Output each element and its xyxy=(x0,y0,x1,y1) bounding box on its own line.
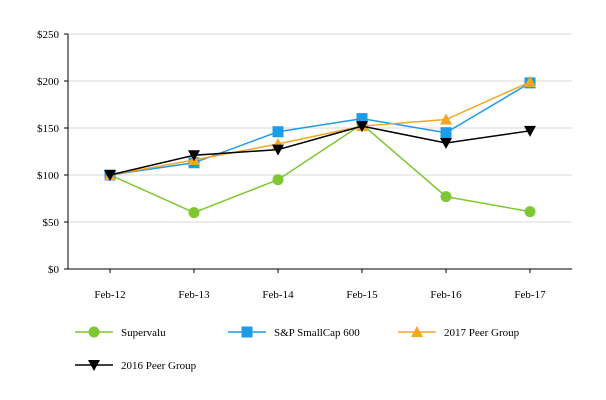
legend-label: 2016 Peer Group xyxy=(121,360,197,372)
series-line xyxy=(109,81,531,176)
y-tick-label: $100 xyxy=(37,170,60,182)
x-tick-label: Feb-17 xyxy=(514,289,546,301)
series-2016-peer-group xyxy=(104,121,536,181)
y-tick-label: $150 xyxy=(37,123,60,135)
data-point xyxy=(440,113,452,125)
data-point xyxy=(440,191,452,203)
data-point xyxy=(272,144,284,156)
x-tick-label: Feb-16 xyxy=(430,289,462,301)
legend-item-s-p-smallcap-600: S&P SmallCap 600 xyxy=(228,326,360,339)
x-tick-label: Feb-15 xyxy=(346,289,378,301)
legend-label: Supervalu xyxy=(121,327,166,339)
data-point xyxy=(356,121,368,133)
data-point xyxy=(440,127,452,139)
series-line xyxy=(109,125,531,176)
series-lines xyxy=(104,75,536,219)
y-tick-label: $0 xyxy=(48,264,60,276)
legend-marker xyxy=(411,326,423,337)
legend-marker xyxy=(88,326,100,338)
axes xyxy=(64,33,572,273)
data-point xyxy=(104,170,116,181)
x-tick-label: Feb-12 xyxy=(94,289,125,301)
gridlines xyxy=(68,33,572,223)
x-tick-label: Feb-13 xyxy=(178,289,210,301)
data-point xyxy=(524,125,536,137)
y-tick-label: $50 xyxy=(43,217,60,229)
series-line xyxy=(109,123,531,214)
legend-label: S&P SmallCap 600 xyxy=(274,327,360,339)
data-point xyxy=(524,75,536,87)
data-point xyxy=(356,113,368,125)
legend-item-2016-peer-group: 2016 Peer Group xyxy=(75,360,197,372)
legend-item-supervalu: Supervalu xyxy=(75,326,166,339)
x-axis-tick-labels: Feb-12 Feb-13 Feb-14 Feb-15 Feb-16 Feb-17 xyxy=(94,289,546,301)
data-point xyxy=(188,150,200,162)
legend-marker xyxy=(88,360,100,371)
legend: Supervalu S&P SmallCap 600 2017 Peer Group… xyxy=(75,326,520,372)
series-line xyxy=(109,82,531,176)
data-point xyxy=(272,174,284,186)
data-point xyxy=(440,138,452,150)
y-tick-label: $250 xyxy=(37,29,60,41)
data-point xyxy=(272,126,284,138)
legend-marker xyxy=(241,326,253,338)
y-tick-label: $200 xyxy=(37,76,60,88)
y-axis-tick-labels: $0 $50 $100 $150 $200 $250 xyxy=(37,29,60,276)
series-supervalu xyxy=(104,118,536,219)
legend-label: 2017 Peer Group xyxy=(444,327,520,339)
x-tick-label: Feb-14 xyxy=(262,289,294,301)
data-point xyxy=(188,207,200,219)
legend-item-2017-peer-group: 2017 Peer Group xyxy=(398,326,520,339)
data-point xyxy=(524,206,536,218)
